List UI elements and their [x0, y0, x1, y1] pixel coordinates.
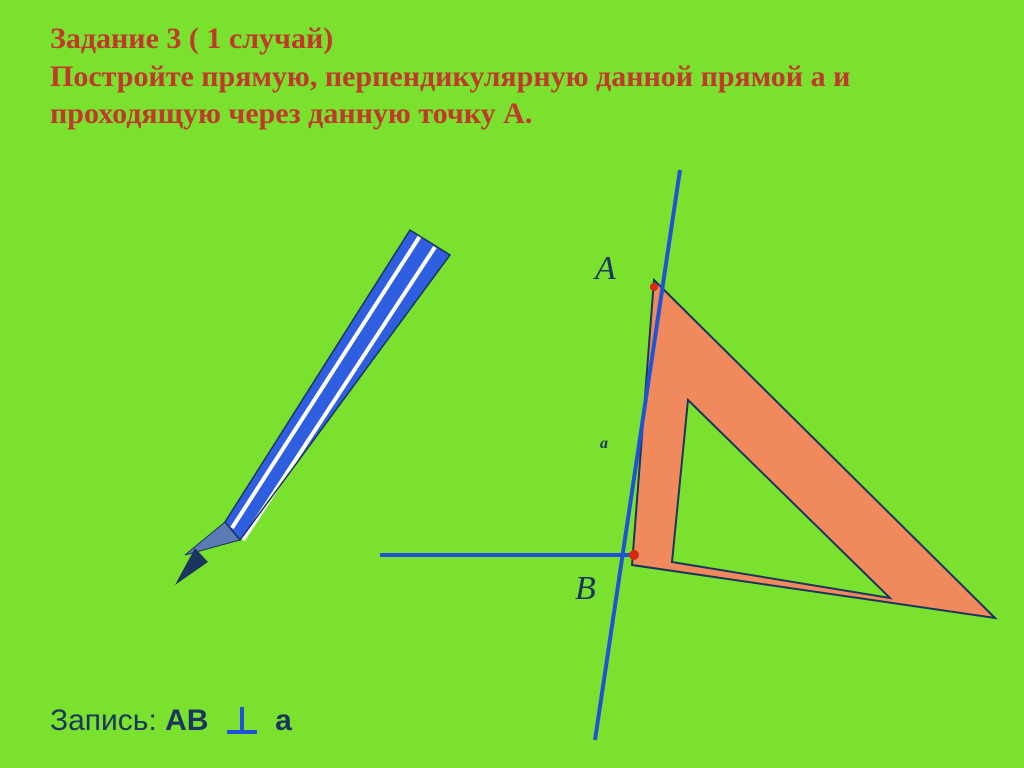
label-point-a: А — [595, 250, 616, 288]
title-line-2: Постройте прямую, перпендикулярную данно… — [50, 60, 850, 131]
answer-segment: АВ — [165, 704, 208, 737]
answer-prefix: Запись: — [50, 704, 165, 737]
point-a-dot — [650, 283, 658, 291]
label-point-b: В — [575, 570, 596, 608]
label-line-a: а — [600, 435, 608, 453]
answer-text: Запись: АВ а — [50, 704, 292, 738]
answer-line-name: а — [275, 704, 292, 737]
title-line-1: Задание 3 ( 1 случай) — [50, 22, 333, 55]
slide: Задание 3 ( 1 случай) Постройте прямую, … — [0, 0, 1024, 768]
perpendicular-icon — [225, 705, 259, 735]
point-b-dot — [629, 550, 639, 560]
task-title: Задание 3 ( 1 случай) Постройте прямую, … — [50, 20, 974, 133]
